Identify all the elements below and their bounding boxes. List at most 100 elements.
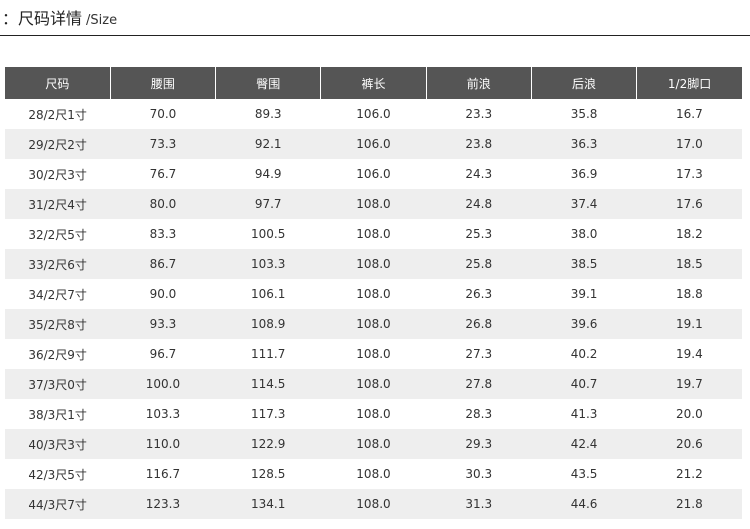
cell-back-rise: 36.9: [531, 159, 637, 189]
cell-waist: 123.3: [110, 489, 216, 519]
cell-size: 34/2尺7寸: [5, 279, 111, 309]
table-row: 35/2尺8寸 93.3 108.9 108.0 26.8 39.6 19.1: [5, 309, 742, 339]
cell-half-hem: 21.2: [636, 459, 742, 489]
cell-size: 28/2尺1寸: [5, 99, 111, 129]
cell-front-rise: 24.3: [426, 159, 532, 189]
column-header-length: 裤长: [320, 67, 427, 99]
page-header: ：尺码详情/Size: [0, 0, 750, 36]
cell-size: 31/2尺4寸: [5, 189, 111, 219]
table-row: 42/3尺5寸 116.7 128.5 108.0 30.3 43.5 21.2: [5, 459, 742, 489]
cell-half-hem: 16.7: [636, 99, 742, 129]
page-title: ：尺码详情/Size: [2, 5, 117, 29]
cell-hip: 114.5: [215, 369, 321, 399]
cell-half-hem: 19.7: [636, 369, 742, 399]
header-row: 尺码 腰围 臀围 裤长 前浪 后浪 1/2脚口: [5, 67, 742, 99]
cell-length: 108.0: [320, 459, 427, 489]
cell-length: 106.0: [320, 129, 427, 159]
table-body: 28/2尺1寸 70.0 89.3 106.0 23.3 35.8 16.7 29/2尺2寸 7…: [5, 99, 742, 519]
cell-hip: 117.3: [215, 399, 321, 429]
cell-waist: 100.0: [110, 369, 216, 399]
cell-size: 32/2尺5寸: [5, 219, 111, 249]
table-row: 37/3尺0寸 100.0 114.5 108.0 27.8 40.7 19.7: [5, 369, 742, 399]
cell-waist: 103.3: [110, 399, 216, 429]
cell-waist: 93.3: [110, 309, 216, 339]
size-table-container: 尺码 腰围 臀围 裤长 前浪 后浪 1/2脚口 28/2尺1寸 70.0 89.3 1…: [5, 67, 742, 519]
cell-front-rise: 23.3: [426, 99, 532, 129]
cell-length: 106.0: [320, 99, 427, 129]
cell-front-rise: 27.3: [426, 339, 532, 369]
cell-length: 108.0: [320, 429, 427, 459]
cell-waist: 86.7: [110, 249, 216, 279]
cell-hip: 100.5: [215, 219, 321, 249]
table-row: 36/2尺9寸 96.7 111.7 108.0 27.3 40.2 19.4: [5, 339, 742, 369]
cell-back-rise: 40.2: [531, 339, 637, 369]
cell-front-rise: 26.3: [426, 279, 532, 309]
cell-half-hem: 18.2: [636, 219, 742, 249]
table-row: 28/2尺1寸 70.0 89.3 106.0 23.3 35.8 16.7: [5, 99, 742, 129]
cell-size: 44/3尺7寸: [5, 489, 111, 519]
cell-hip: 134.1: [215, 489, 321, 519]
cell-back-rise: 39.1: [531, 279, 637, 309]
cell-length: 108.0: [320, 369, 427, 399]
cell-length: 108.0: [320, 189, 427, 219]
table-row: 32/2尺5寸 83.3 100.5 108.0 25.3 38.0 18.2: [5, 219, 742, 249]
cell-hip: 92.1: [215, 129, 321, 159]
cell-size: 29/2尺2寸: [5, 129, 111, 159]
cell-length: 106.0: [320, 159, 427, 189]
cell-length: 108.0: [320, 249, 427, 279]
cell-half-hem: 17.6: [636, 189, 742, 219]
cell-hip: 128.5: [215, 459, 321, 489]
cell-front-rise: 25.3: [426, 219, 532, 249]
cell-front-rise: 25.8: [426, 249, 532, 279]
cell-front-rise: 31.3: [426, 489, 532, 519]
cell-front-rise: 26.8: [426, 309, 532, 339]
cell-front-rise: 27.8: [426, 369, 532, 399]
cell-size: 37/3尺0寸: [5, 369, 111, 399]
cell-hip: 111.7: [215, 339, 321, 369]
cell-size: 35/2尺8寸: [5, 309, 111, 339]
cell-front-rise: 24.8: [426, 189, 532, 219]
cell-back-rise: 44.6: [531, 489, 637, 519]
cell-length: 108.0: [320, 279, 427, 309]
column-header-waist: 腰围: [110, 67, 217, 99]
cell-half-hem: 20.6: [636, 429, 742, 459]
column-header-back-rise: 后浪: [531, 67, 638, 99]
cell-back-rise: 42.4: [531, 429, 637, 459]
cell-front-rise: 28.3: [426, 399, 532, 429]
cell-waist: 96.7: [110, 339, 216, 369]
cell-waist: 90.0: [110, 279, 216, 309]
cell-size: 42/3尺5寸: [5, 459, 111, 489]
column-header-hip: 臀围: [215, 67, 322, 99]
cell-waist: 73.3: [110, 129, 216, 159]
table-row: 38/3尺1寸 103.3 117.3 108.0 28.3 41.3 20.0: [5, 399, 742, 429]
cell-size: 33/2尺6寸: [5, 249, 111, 279]
table-row: 40/3尺3寸 110.0 122.9 108.0 29.3 42.4 20.6: [5, 429, 742, 459]
cell-size: 30/2尺3寸: [5, 159, 111, 189]
cell-hip: 122.9: [215, 429, 321, 459]
cell-back-rise: 39.6: [531, 309, 637, 339]
cell-length: 108.0: [320, 339, 427, 369]
column-header-half-hem: 1/2脚口: [636, 67, 742, 99]
cell-waist: 83.3: [110, 219, 216, 249]
cell-half-hem: 19.4: [636, 339, 742, 369]
cell-half-hem: 18.8: [636, 279, 742, 309]
cell-back-rise: 40.7: [531, 369, 637, 399]
cell-hip: 89.3: [215, 99, 321, 129]
cell-hip: 103.3: [215, 249, 321, 279]
cell-size: 38/3尺1寸: [5, 399, 111, 429]
title-text: ：尺码详情: [2, 9, 83, 28]
cell-back-rise: 38.0: [531, 219, 637, 249]
cell-back-rise: 38.5: [531, 249, 637, 279]
size-table: 尺码 腰围 臀围 裤长 前浪 后浪 1/2脚口 28/2尺1寸 70.0 89.3 1…: [5, 67, 742, 519]
cell-half-hem: 19.1: [636, 309, 742, 339]
cell-half-hem: 18.5: [636, 249, 742, 279]
cell-waist: 80.0: [110, 189, 216, 219]
subtitle-text: /Size: [86, 13, 118, 28]
cell-front-rise: 30.3: [426, 459, 532, 489]
cell-size: 36/2尺9寸: [5, 339, 111, 369]
cell-waist: 76.7: [110, 159, 216, 189]
table-row: 33/2尺6寸 86.7 103.3 108.0 25.8 38.5 18.5: [5, 249, 742, 279]
cell-waist: 116.7: [110, 459, 216, 489]
cell-size: 40/3尺3寸: [5, 429, 111, 459]
cell-hip: 106.1: [215, 279, 321, 309]
